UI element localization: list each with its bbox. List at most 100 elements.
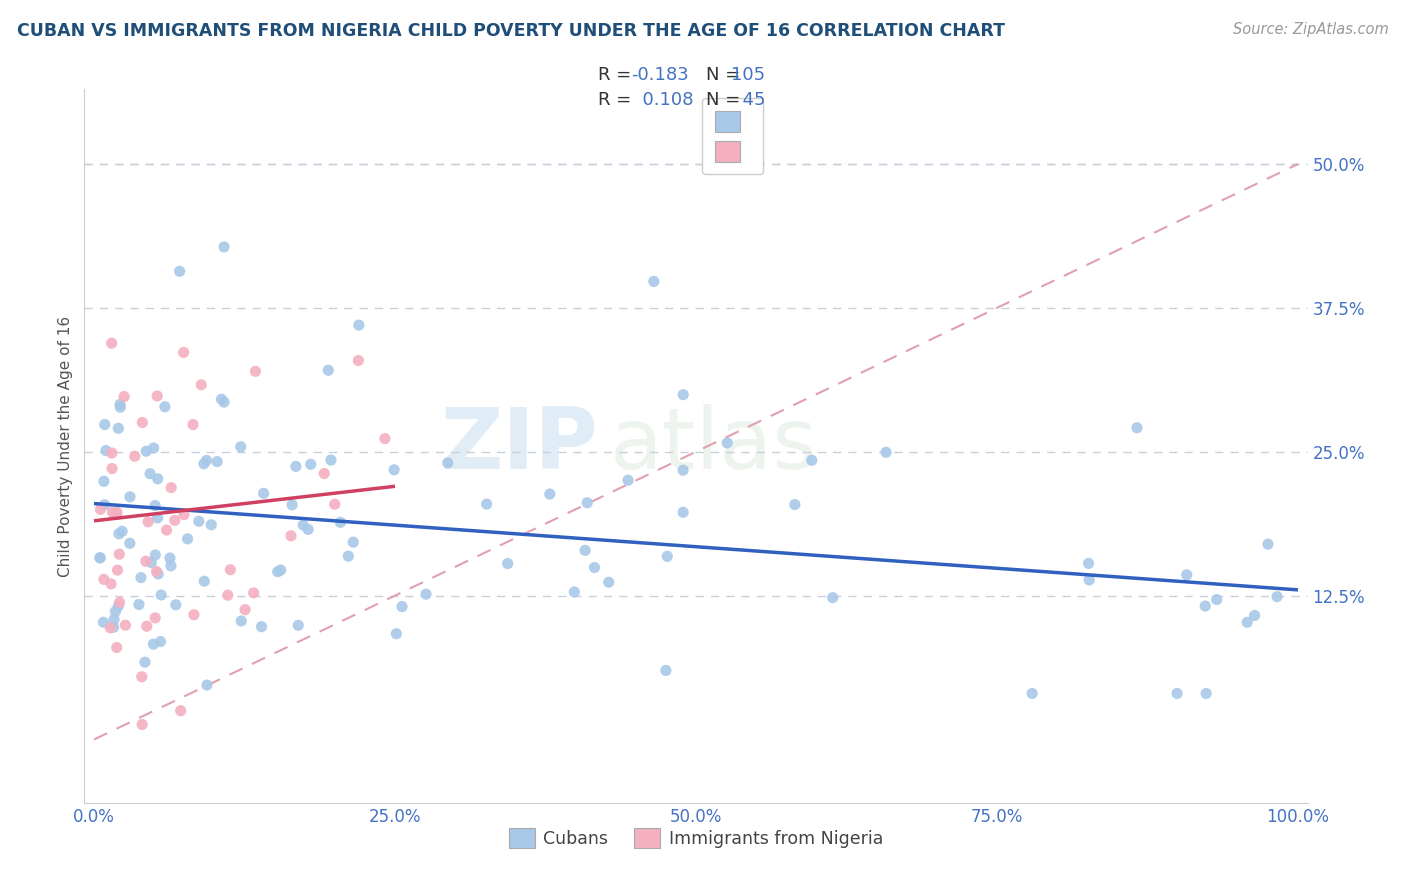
Point [100,336,122,351]
Point [496,557,519,571]
Point [163,513,186,527]
Point [617,473,640,487]
Point [107,563,129,577]
Text: 45: 45 [731,91,766,109]
Point [385,626,408,640]
Point [1243,608,1265,623]
Point [212,395,235,409]
Text: N =: N = [706,66,745,84]
Text: Source: ZipAtlas.com: Source: ZipAtlas.com [1233,22,1389,37]
Point [200,517,222,532]
Point [136,515,159,529]
Point [655,664,678,678]
Point [280,529,302,543]
Point [108,397,131,411]
Point [1166,686,1188,700]
Y-axis label: Child Poverty Under the Age of 16: Child Poverty Under the Age of 16 [58,316,73,576]
Point [93,475,115,489]
Point [562,585,585,599]
Point [193,457,215,471]
Point [153,400,176,414]
Text: ZIP: ZIP [440,404,598,488]
Point [316,363,339,377]
Point [598,575,620,590]
Point [93,615,115,630]
Point [111,524,134,539]
Point [657,549,679,564]
Point [193,574,215,589]
Point [205,454,228,468]
Point [475,497,498,511]
Point [875,445,897,459]
Point [337,549,360,563]
Point [103,612,125,626]
Point [143,548,166,562]
Legend: Cubans, Immigrants from Nigeria: Cubans, Immigrants from Nigeria [502,821,890,855]
Point [146,472,169,486]
Point [118,490,141,504]
Point [217,588,239,602]
Point [190,377,212,392]
Point [135,444,157,458]
Text: R =: R = [598,66,637,84]
Point [314,467,336,481]
Point [231,614,253,628]
Point [672,505,695,519]
Point [146,567,169,582]
Point [211,392,233,407]
Point [89,550,111,565]
Point [108,595,131,609]
Point [131,717,153,731]
Point [391,599,413,614]
Point [100,577,122,591]
Point [800,453,823,467]
Point [299,458,322,472]
Point [229,440,252,454]
Point [284,459,307,474]
Point [105,640,128,655]
Point [821,591,844,605]
Point [281,498,304,512]
Point [1195,686,1218,700]
Point [101,505,124,519]
Point [181,417,204,432]
Point [173,345,195,359]
Point [323,497,346,511]
Point [94,443,117,458]
Point [1077,557,1099,571]
Point [219,563,242,577]
Point [143,499,166,513]
Point [347,318,370,333]
Point [574,543,596,558]
Point [250,620,273,634]
Point [672,387,695,401]
Point [150,588,173,602]
Point [114,618,136,632]
Point [134,655,156,669]
Text: R =: R = [598,91,637,109]
Point [104,605,127,619]
Point [1021,686,1043,700]
Point [93,573,115,587]
Point [212,240,235,254]
Point [98,621,121,635]
Point [329,516,352,530]
Point [131,416,153,430]
Point [347,353,370,368]
Point [1205,592,1227,607]
Point [783,498,806,512]
Point [112,390,135,404]
Point [538,487,561,501]
Point [1265,590,1288,604]
Point [382,463,405,477]
Point [1175,567,1198,582]
Point [101,446,124,460]
Point [342,535,364,549]
Point [233,602,256,616]
Point [176,532,198,546]
Point [297,523,319,537]
Point [187,514,209,528]
Point [287,618,309,632]
Point [1257,537,1279,551]
Point [1078,573,1101,587]
